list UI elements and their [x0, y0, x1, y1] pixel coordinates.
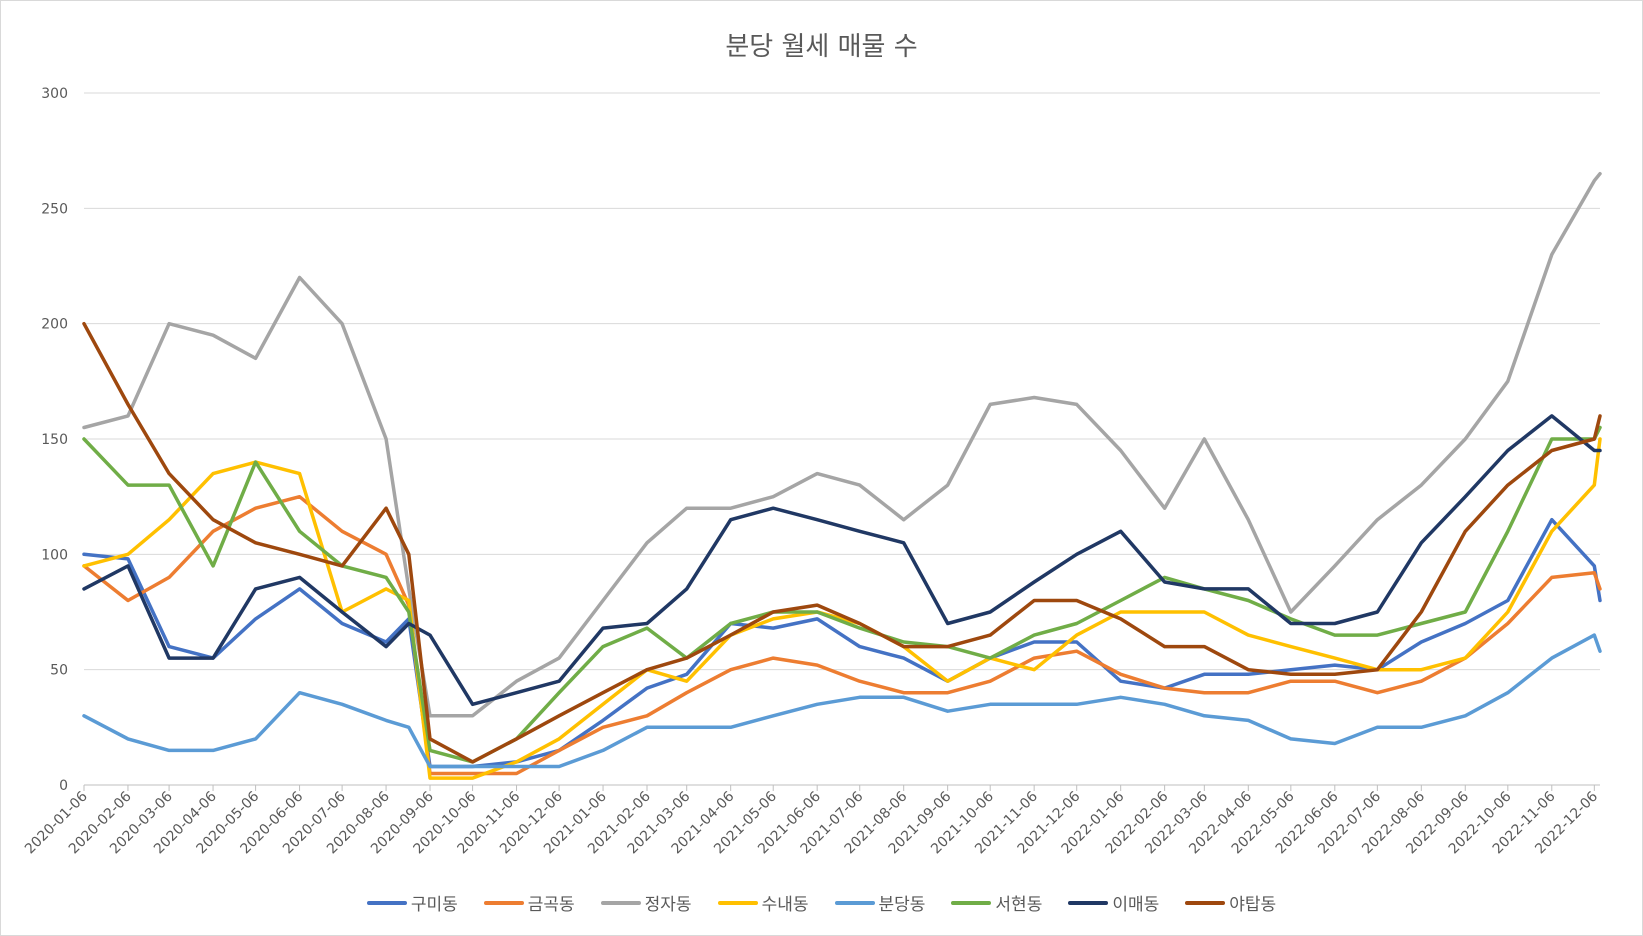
legend-label: 구미동: [410, 895, 458, 915]
series-line-6: [82, 425, 1602, 764]
legend-swatch: [1185, 900, 1226, 905]
legend-label: 서현동: [995, 895, 1043, 915]
y-axis: 0 50 100 150 200 250 300: [41, 86, 68, 794]
legend-item: 분당동: [834, 890, 926, 915]
legend: 구미동 금곡동 정자동 수내동 분당동 서현동 이매동 야탑동: [0, 890, 1643, 915]
y-tick-label: 100: [41, 547, 68, 563]
legend-label: 분당동: [878, 895, 926, 915]
y-tick-label: 300: [41, 86, 68, 102]
x-axis: 2020-01-062020-02-062020-03-062020-04-06…: [22, 784, 1601, 857]
legend-swatch: [366, 900, 407, 905]
legend-swatch: [1068, 900, 1109, 905]
legend-swatch: [717, 900, 758, 905]
gridlines: [84, 92, 1600, 671]
legend-swatch: [951, 900, 992, 905]
series-line-8: [82, 321, 1602, 764]
legend-label: 수내동: [761, 895, 809, 915]
legend-label: 이매동: [1112, 895, 1160, 915]
y-tick-label: 50: [50, 663, 68, 679]
y-tick-label: 200: [41, 317, 68, 333]
series-line-5: [82, 633, 1602, 769]
chart-title: 분당 월세 매물 수: [725, 32, 918, 62]
plot-area: [82, 171, 1602, 780]
legend-label: 정자동: [644, 895, 692, 915]
legend-swatch: [600, 900, 641, 905]
legend-item: 정자동: [600, 890, 692, 915]
legend-swatch: [834, 900, 875, 905]
series-line-3: [82, 171, 1602, 718]
series-line-4: [82, 437, 1602, 780]
y-tick-label: 250: [41, 201, 68, 217]
y-tick-label: 0: [59, 778, 68, 794]
legend-swatch: [483, 900, 524, 905]
legend-item: 서현동: [951, 890, 1042, 915]
legend-item: 이매동: [1068, 890, 1159, 915]
legend-label: 야탑동: [1229, 895, 1277, 915]
series-line-2: [82, 494, 1602, 776]
legend-item: 구미동: [366, 890, 458, 915]
legend-item: 금곡동: [483, 890, 575, 915]
y-tick-label: 150: [41, 432, 68, 448]
legend-item: 수내동: [717, 890, 809, 915]
series-line-7: [82, 414, 1602, 707]
legend-item: 야탑동: [1185, 890, 1276, 915]
legend-label: 금곡동: [527, 895, 575, 915]
